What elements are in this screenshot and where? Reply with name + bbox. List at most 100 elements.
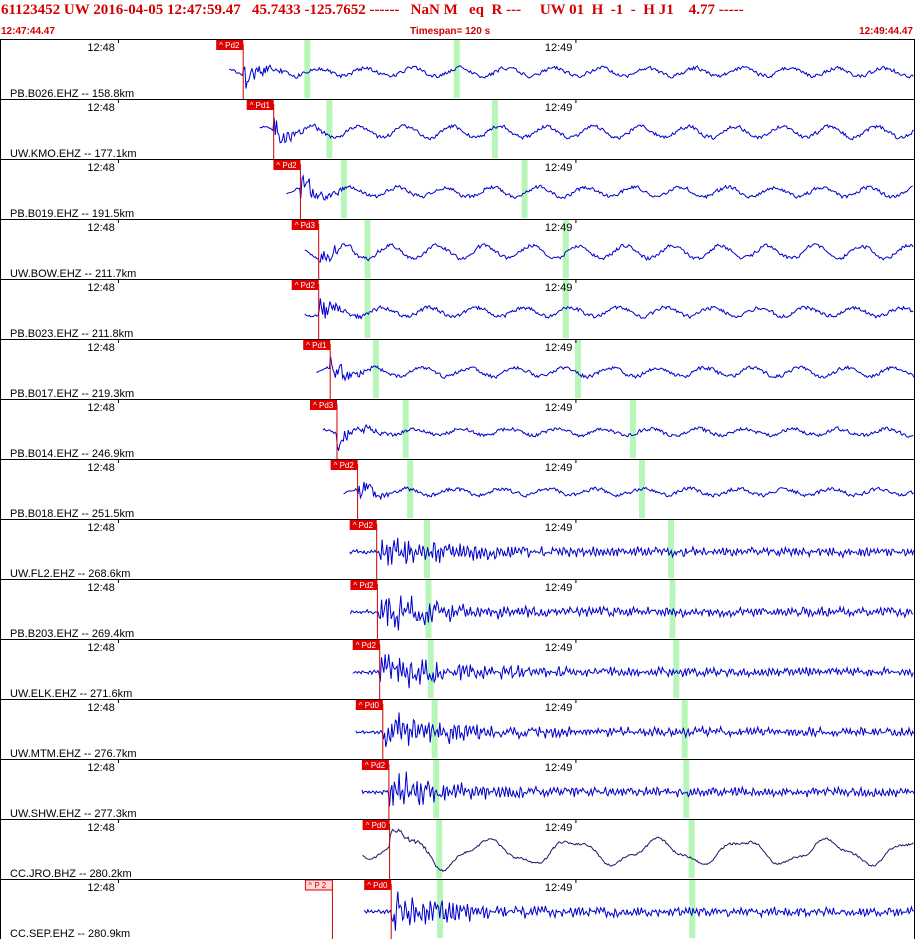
pick-label: ^ Pd0 [367, 881, 388, 890]
trace-panel[interactable]: 12:48 12:49 ^ Pd2 PB.B023.EHZ -- 211.8km [0, 279, 915, 340]
pick-flag[interactable] [216, 40, 244, 50]
waveform[interactable] [229, 64, 914, 89]
waveform[interactable] [304, 298, 914, 320]
predicted-s-phase-bar [562, 220, 569, 278]
channel-label: UW.BOW.EHZ -- 211.7km [10, 268, 136, 280]
waveform[interactable] [352, 654, 914, 689]
waveform-panel[interactable]: 12:48 12:49 ^ Pd2 PB.B026.EHZ -- 158.8km 12:… [0, 39, 915, 940]
channel-label: UW.FL2.EHZ -- 268.6km [10, 568, 130, 580]
trace-panel[interactable]: 12:48 12:49 ^ Pd2 UW.FL2.EHZ -- 268.6km [0, 519, 915, 580]
pick-label: ^ Pd2 [334, 461, 355, 470]
time-tick-label: 12:48 [87, 42, 115, 54]
pick-label: ^ Pd3 [295, 221, 316, 230]
trace-panel[interactable]: 12:48 12:49 ^ Pd2 PB.B026.EHZ -- 158.8km [0, 39, 915, 100]
time-tick-label: 12:49 [545, 402, 573, 414]
predicted-p-phase-bar [326, 100, 333, 158]
time-tick-label: 12:49 [545, 822, 573, 834]
time-tick-label: 12:48 [87, 522, 115, 534]
channel-label: PB.B023.EHZ -- 211.8km [10, 328, 133, 340]
time-tick-label: 12:48 [87, 882, 115, 894]
channel-label: UW.SHW.EHZ -- 277.3km [10, 808, 137, 820]
waveform[interactable] [316, 356, 915, 382]
predicted-p-phase-bar [431, 700, 438, 758]
trace-panel[interactable]: 12:48 12:49 ^ Pd2 PB.B018.EHZ -- 251.5km [0, 459, 915, 520]
predicted-p-phase-bar [364, 280, 371, 338]
pick-label: ^ Pd1 [306, 341, 327, 350]
channel-label: UW.KMO.EHZ -- 177.1km [10, 148, 137, 160]
trace-panel[interactable]: 12:48 12:49 ^ Pd0 CC.JRO.BHZ -- 280.2km [0, 819, 915, 880]
predicted-p-phase-bar [436, 820, 443, 878]
trace-panel[interactable]: 12:48 12:49 ^ Pd2 PB.B019.EHZ -- 191.5km [0, 159, 915, 220]
waveform[interactable] [259, 117, 914, 144]
predicted-s-phase-bar [688, 820, 695, 878]
waveform[interactable] [362, 828, 914, 873]
channel-label: PB.B203.EHZ -- 269.4km [10, 628, 134, 640]
time-tick-label: 12:48 [87, 822, 115, 834]
channel-label: CC.SEP.EHZ -- 280.9km [10, 928, 130, 940]
waveform[interactable] [349, 537, 915, 566]
trace-panel[interactable]: 12:48 12:49 ^ Pd0 ^ P 2 CC.SEP.EHZ -- 280.9k… [0, 879, 915, 940]
trace-panel[interactable]: 12:48 12:49 ^ Pd2 UW.ELK.EHZ -- 271.6km [0, 639, 915, 700]
predicted-s-phase-bar [689, 880, 696, 938]
pick-label: ^ Pd1 [250, 101, 271, 110]
predicted-s-phase-bar [683, 760, 690, 818]
time-tick-label: 12:49 [545, 162, 573, 174]
pick-flag[interactable] [349, 520, 377, 530]
predicted-s-phase-bar [668, 520, 674, 578]
time-tick-label: 12:48 [87, 642, 115, 654]
pick-flag[interactable] [246, 100, 274, 110]
pick-flag[interactable] [355, 700, 383, 710]
pick-label: ^ Pd0 [366, 821, 387, 830]
time-tick-label: 12:48 [87, 222, 115, 234]
waveform[interactable] [349, 595, 914, 631]
pick-label: ^ Pd2 [219, 41, 240, 50]
trace-panel[interactable]: 12:48 12:49 ^ Pd1 UW.KMO.EHZ -- 177.1km [0, 99, 915, 160]
pick-flag[interactable] [361, 760, 389, 770]
trace-panel[interactable]: 12:48 12:49 ^ Pd0 UW.MTM.EHZ -- 276.7km [0, 699, 915, 760]
pick-flag[interactable] [364, 880, 392, 890]
predicted-s-phase-bar [521, 160, 528, 218]
trace-panel[interactable]: 12:48 12:49 ^ Pd1 PB.B017.EHZ -- 219.3km [0, 339, 915, 400]
waveform[interactable] [363, 891, 914, 931]
time-tick-label: 12:49 [545, 222, 573, 234]
trace-panel[interactable]: 12:48 12:49 ^ Pd2 PB.B203.EHZ -- 269.4km [0, 579, 915, 640]
predicted-s-phase-bar [575, 340, 581, 398]
channel-label: UW.MTM.EHZ -- 276.7km [10, 748, 137, 760]
pick-label: ^ Pd2 [295, 281, 316, 290]
waveform[interactable] [304, 243, 914, 263]
pick-flag[interactable] [330, 460, 358, 470]
pick-flag[interactable] [310, 400, 337, 410]
pick-flag[interactable] [352, 640, 380, 650]
pick-flag[interactable] [303, 340, 331, 350]
pick-flag[interactable] [291, 220, 319, 230]
pick-label: ^ Pd2 [365, 761, 386, 770]
waveform[interactable] [286, 174, 913, 201]
event-header: 61123452 UW 2016-04-05 12:47:59.47 45.74… [0, 0, 915, 39]
predicted-p-phase-bar [304, 40, 311, 98]
channel-label: UW.ELK.EHZ -- 271.6km [10, 688, 132, 700]
pick-label: ^ Pd2 [276, 161, 297, 170]
predicted-p-phase-bar [437, 880, 443, 938]
time-tick-label: 12:49 [545, 522, 573, 534]
channel-label: PB.B014.EHZ -- 246.9km [10, 448, 134, 460]
time-tick-label: 12:48 [87, 462, 115, 474]
timespan-label: Timespan= 120 s [410, 26, 491, 37]
waveform[interactable] [361, 771, 915, 807]
trace-panel[interactable]: 12:48 12:49 ^ Pd2 UW.SHW.EHZ -- 277.3km [0, 759, 915, 820]
waveform[interactable] [355, 712, 915, 747]
pick-flag[interactable] [291, 280, 319, 290]
channel-label: PB.B019.EHZ -- 191.5km [10, 208, 134, 220]
predicted-s-phase-bar [673, 640, 680, 698]
predicted-s-phase-bar [669, 580, 676, 638]
trace-panel[interactable]: 12:48 12:49 ^ Pd3 UW.BOW.EHZ -- 211.7km [0, 219, 915, 280]
waveform[interactable] [343, 481, 914, 501]
channel-label: PB.B018.EHZ -- 251.5km [10, 508, 134, 520]
pick-flag[interactable] [273, 160, 301, 170]
time-tick-label: 12:48 [87, 102, 115, 114]
trace-panel[interactable]: 12:48 12:49 ^ Pd3 PB.B014.EHZ -- 246.9km [0, 399, 915, 460]
waveform[interactable] [322, 423, 914, 451]
pick-label: ^ Pd2 [356, 641, 377, 650]
pick-flag[interactable] [350, 580, 378, 590]
pick-label: ^ Pd3 [313, 401, 334, 410]
pick-flag[interactable] [362, 820, 390, 830]
